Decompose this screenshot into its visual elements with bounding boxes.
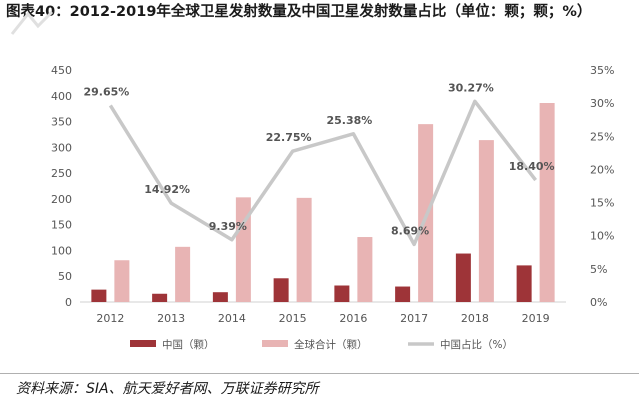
left-tick-label: 400	[51, 90, 72, 103]
left-axis: 0 50 100 150 200 250 300 350 400 450	[51, 64, 72, 309]
bar	[539, 102, 555, 302]
bar	[516, 265, 532, 302]
x-tick-label: 2015	[279, 312, 307, 325]
x-tick-label: 2018	[461, 312, 489, 325]
x-tick-label: 2014	[218, 312, 246, 325]
bar	[212, 292, 228, 302]
right-tick-label: 30%	[590, 97, 614, 110]
left-tick-label: 150	[51, 219, 72, 232]
left-tick-label: 50	[58, 270, 72, 283]
x-tick-label: 2017	[400, 312, 428, 325]
right-tick-label: 25%	[590, 130, 614, 143]
combo-chart: 0 50 100 150 200 250 300 350 400 450 0% 5% 10% 15% 20…	[51, 64, 614, 351]
right-tick-label: 35%	[590, 64, 614, 77]
x-axis: 2012 2013 2014 2015 2016 2017 2018 2019	[96, 312, 549, 325]
left-tick-label: 450	[51, 64, 72, 77]
data-label: 29.65%	[83, 85, 129, 98]
source-divider	[0, 373, 639, 374]
bar	[152, 293, 168, 302]
left-tick-label: 300	[51, 141, 72, 154]
chart-area: 0 50 100 150 200 250 300 350 400 450 0% 5% 10% 15% 20…	[0, 40, 639, 370]
x-tick-label: 2019	[522, 312, 550, 325]
x-tick-label: 2013	[157, 312, 185, 325]
bar	[175, 246, 191, 302]
right-tick-label: 5%	[590, 263, 607, 276]
chart-title: 图表40：2012-2019年全球卫星发射数量及中国卫星发射数量占比（单位：颗；…	[6, 4, 592, 20]
right-tick-label: 10%	[590, 230, 614, 243]
legend: 中国（颗） 全球合计（颗） 中国占比（%）	[130, 338, 513, 351]
x-tick-label: 2016	[339, 312, 367, 325]
data-label: 25.38%	[326, 114, 372, 127]
bar	[334, 285, 350, 302]
legend-swatch	[130, 340, 156, 347]
bar	[91, 289, 107, 302]
bar	[455, 253, 471, 302]
right-tick-label: 0%	[590, 296, 607, 309]
data-label: 22.75%	[266, 131, 312, 144]
legend-label: 中国占比（%）	[440, 338, 513, 351]
bar-series	[91, 102, 555, 302]
data-label: 14.92%	[144, 183, 190, 196]
right-axis: 0% 5% 10% 15% 20% 25% 30% 35%	[590, 64, 614, 309]
bar	[357, 237, 373, 302]
bar	[296, 197, 312, 302]
legend-label: 全球合计（颗）	[294, 338, 368, 351]
left-tick-label: 250	[51, 167, 72, 180]
x-tick-label: 2012	[96, 312, 124, 325]
bar	[114, 260, 130, 302]
left-tick-label: 0	[65, 296, 72, 309]
data-label: 18.40%	[509, 160, 555, 173]
data-label: 30.27%	[448, 81, 494, 94]
left-tick-label: 100	[51, 244, 72, 257]
watermark-logo	[10, 10, 54, 35]
legend-swatch	[262, 340, 288, 347]
right-tick-label: 20%	[590, 163, 614, 176]
bar	[478, 140, 494, 302]
line-series: 29.65% 14.92% 9.39% 22.75% 25.38% 8.69% 30.27%…	[83, 81, 555, 247]
data-label: 9.39%	[209, 220, 247, 233]
bar	[273, 278, 289, 302]
bar	[235, 197, 251, 302]
left-tick-label: 200	[51, 193, 72, 206]
bar	[395, 286, 411, 302]
left-tick-label: 350	[51, 116, 72, 129]
legend-label: 中国（颗）	[162, 338, 215, 351]
data-label: 8.69%	[391, 224, 429, 237]
right-tick-label: 15%	[590, 197, 614, 210]
source-note: 资料来源：SIA、航天爱好者网、万联证券研究所	[16, 381, 319, 397]
share-line	[108, 99, 538, 247]
